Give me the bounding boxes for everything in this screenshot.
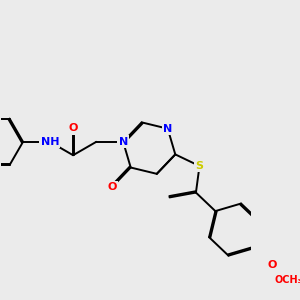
Text: O: O	[267, 260, 276, 270]
Text: OCH₃: OCH₃	[274, 275, 300, 286]
Text: O: O	[68, 123, 78, 134]
Text: N: N	[118, 137, 128, 147]
Text: S: S	[196, 161, 203, 171]
Text: O: O	[107, 182, 117, 192]
Text: N: N	[163, 124, 172, 134]
Text: NH: NH	[40, 137, 59, 147]
